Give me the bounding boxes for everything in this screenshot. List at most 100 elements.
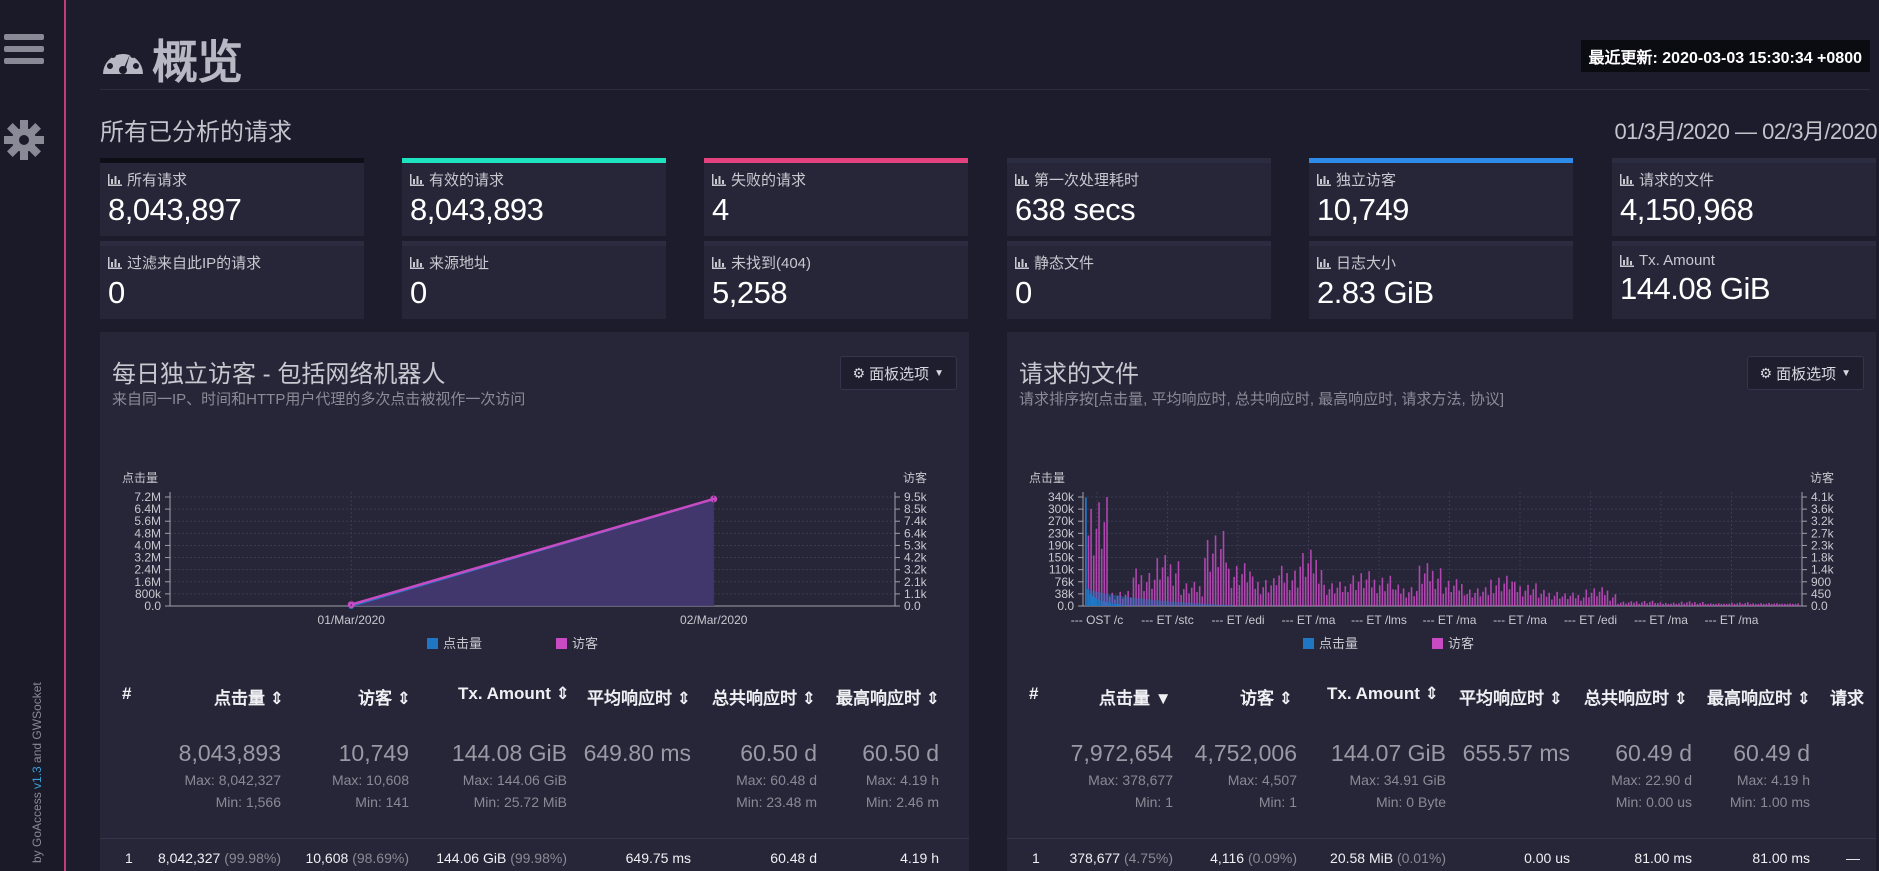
sidebar-credit: by GoAccess v1.3 and GWSocket (30, 682, 44, 863)
table-row[interactable]: 1 8,042,327 (99.98%) 10,608 (98.69%) 144… (125, 850, 939, 866)
visitors-bar (1495, 585, 1498, 606)
visitors-bar (1736, 603, 1739, 606)
y-tick-label: 6.4M (134, 502, 161, 516)
y2-tick-label: 900 (1811, 575, 1831, 589)
col-hits[interactable]: 点击量 ▼ (1099, 689, 1172, 708)
visitors-bar (1310, 549, 1312, 606)
col-num[interactable]: # (122, 684, 132, 703)
col-max[interactable]: 最高响应时 ⇕ (1707, 689, 1811, 708)
x-tick-label: --- ET /stc (1141, 613, 1193, 627)
visitors-bar (1182, 589, 1185, 606)
x-tick-label: 01/Mar/2020 (318, 613, 386, 627)
visitors-bar (1196, 592, 1198, 606)
visitors-bar (1114, 599, 1116, 606)
visitors-bar (1159, 579, 1161, 606)
visitors-bar (1749, 603, 1752, 606)
sort-icon: ⇕ (1673, 689, 1688, 708)
visitors-bar (1741, 603, 1744, 606)
visitors-bar (1204, 558, 1206, 606)
visitors-bar (1423, 573, 1426, 606)
visitors-bar (1286, 573, 1288, 606)
hits-bar (1104, 601, 1107, 606)
visitors-bar (1233, 576, 1235, 606)
table-row[interactable]: 1 378,677 (4.75%) 4,116 (0.09%) 20.58 Mi… (1032, 850, 1860, 866)
col-request[interactable]: 请求 (1830, 689, 1864, 708)
panel-subtitle: 来自同一IP、时间和HTTP用户代理的多次点击被视作一次访问 (112, 391, 526, 408)
metric-value: 0 (1015, 275, 1032, 310)
hits-bar (1096, 598, 1098, 606)
visitors-bar (1662, 603, 1664, 606)
x-tick-label: --- ET /ma (1493, 613, 1547, 627)
visitors-bar (1747, 602, 1749, 606)
version-link[interactable]: v1.3 (30, 766, 44, 789)
visitors-bar (1132, 577, 1135, 606)
hits-bar (1113, 603, 1116, 606)
visitors-bar (1315, 559, 1317, 606)
visitors-bar (1431, 570, 1434, 606)
metric-card-log-size: 日志大小 2.83 GiB (1309, 241, 1573, 319)
visitors-bar (1169, 564, 1172, 606)
col-visitors[interactable]: 访客 ⇕ (1240, 689, 1293, 708)
visitors-bar (1794, 603, 1797, 606)
visitors-bar (1185, 583, 1188, 606)
y-tick-label: 110k (1049, 563, 1075, 577)
col-max[interactable]: 最高响应时 ⇕ (836, 689, 940, 708)
visitors-bar (1471, 597, 1474, 606)
metric-card-tx-amount: Tx. Amount 144.08 GiB (1612, 241, 1876, 319)
col-avg[interactable]: 平均响应时 ⇕ (587, 689, 691, 708)
visitors-bar (1119, 591, 1122, 606)
y2-tick-label: 3.2k (1811, 514, 1835, 528)
col-num[interactable]: # (1029, 684, 1039, 703)
section-title: 所有已分析的请求 (100, 119, 292, 146)
col-visitors[interactable]: 访客 ⇕ (358, 689, 411, 708)
visitors-bar (1156, 558, 1159, 606)
visitors-bar (1235, 565, 1238, 606)
visitors-bar (1349, 583, 1352, 606)
visitors-bar (1333, 593, 1336, 606)
metric-value: 4 (712, 192, 729, 227)
visitors-bar (1484, 587, 1487, 606)
visitors-bar (1564, 593, 1566, 606)
y-tick-label: 270k (1048, 514, 1075, 528)
y2-axis-label: 访客 (903, 470, 927, 485)
visitors-bar (1659, 602, 1662, 606)
col-total[interactable]: 总共响应时 ⇕ (712, 689, 816, 708)
visitors-bar (1288, 590, 1291, 606)
col-tx[interactable]: Tx. Amount ⇕ (458, 684, 570, 703)
visitors-bar (1087, 535, 1090, 606)
metric-value: 0 (410, 275, 427, 310)
visitors-bar (1617, 603, 1619, 606)
y2-tick-label: 1.1k (904, 587, 928, 601)
visitors-bar (1363, 587, 1365, 606)
visitors-bar (1373, 579, 1376, 606)
legend-label-hits: 点击量 (443, 636, 482, 651)
visitors-bar (1212, 553, 1214, 606)
hits-bar (1120, 604, 1122, 606)
y-axis-label: 点击量 (1029, 471, 1065, 485)
visitors-bar (1214, 535, 1217, 606)
panel-options-button[interactable]: ⚙ 面板选项 ▼ (1746, 356, 1864, 390)
col-avg[interactable]: 平均响应时 ⇕ (1459, 689, 1563, 708)
col-total[interactable]: 总共响应时 ⇕ (1584, 689, 1688, 708)
visitors-bar (1312, 573, 1315, 606)
last-updated: 最近更新: 2020-03-03 15:30:34 +0800 (1580, 40, 1870, 72)
metric-value: 144.08 GiB (1620, 271, 1771, 306)
gear-icon[interactable] (2, 118, 46, 162)
menu-icon[interactable] (4, 34, 44, 70)
hits-bar (1115, 603, 1118, 606)
y2-tick-label: 6.4k (904, 526, 928, 540)
visitors-bar (1537, 597, 1540, 606)
x-tick-label: --- ET /ma (1634, 613, 1688, 627)
visitors-bar (1760, 603, 1762, 606)
visitors-bar (1754, 603, 1757, 606)
visitors-bar (1500, 591, 1503, 606)
col-hits[interactable]: 点击量 ⇕ (214, 689, 284, 708)
visitors-bar (1283, 582, 1286, 606)
visitors-bar (1108, 596, 1111, 606)
panel-options-button[interactable]: ⚙ 面板选项 ▼ (839, 356, 957, 390)
visitors-bar (1429, 581, 1431, 606)
col-tx[interactable]: Tx. Amount ⇕ (1327, 684, 1439, 703)
hits-bar (1091, 595, 1094, 606)
visitors-bar (1466, 594, 1468, 606)
bar-chart-icon (410, 256, 424, 269)
